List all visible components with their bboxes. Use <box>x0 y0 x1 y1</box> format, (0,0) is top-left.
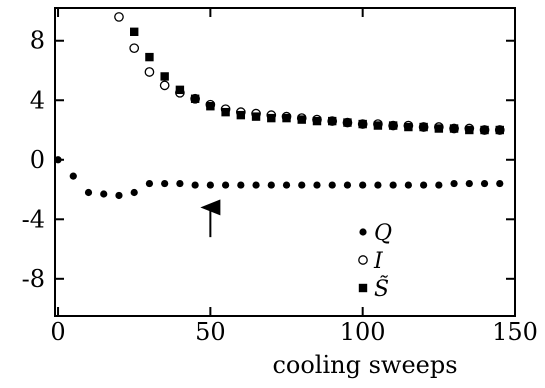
series-layer <box>54 12 505 200</box>
data-point <box>282 113 291 123</box>
data-point <box>221 107 230 117</box>
data-point <box>404 122 413 132</box>
data-point <box>480 125 489 135</box>
data-point <box>130 188 138 197</box>
data-point <box>312 116 322 126</box>
x-tick-label: 100 <box>340 318 386 346</box>
legend-label: S̃ <box>374 276 389 302</box>
data-point <box>480 179 489 188</box>
data-point <box>84 188 93 197</box>
data-point <box>496 179 504 188</box>
data-point <box>115 191 123 200</box>
data-point <box>267 113 276 123</box>
data-point <box>206 102 215 111</box>
data-point <box>343 118 352 127</box>
data-point <box>373 121 383 130</box>
data-point <box>267 181 275 189</box>
data-point <box>465 179 473 188</box>
data-point <box>175 85 185 95</box>
data-point <box>221 181 230 189</box>
data-point <box>419 122 428 132</box>
series-s-tilde <box>130 27 504 135</box>
legend-label: I <box>373 249 384 274</box>
data-point <box>404 181 412 189</box>
data-point <box>69 172 77 180</box>
legend-marker <box>358 255 368 265</box>
data-point <box>374 181 382 189</box>
data-point <box>161 179 169 188</box>
y-tick-label: 8 <box>30 27 45 55</box>
data-point <box>465 125 474 135</box>
data-point <box>251 112 261 121</box>
legend-label: Q <box>374 221 392 246</box>
data-point <box>206 181 214 189</box>
data-point <box>328 181 336 189</box>
data-point <box>144 67 155 77</box>
x-tick-label: 50 <box>195 318 226 346</box>
x-tick-label: 150 <box>492 318 538 346</box>
legend-marker <box>359 228 367 236</box>
labels-layer: 0 50 100 150 8 4 0 -4 -8 <box>22 27 538 346</box>
data-point <box>100 190 108 198</box>
data-point <box>343 181 352 189</box>
data-point <box>298 181 306 189</box>
x-tick-label: 0 <box>50 318 65 346</box>
data-point <box>145 179 154 188</box>
data-point <box>435 181 443 189</box>
data-point <box>236 110 246 120</box>
data-point <box>450 179 458 188</box>
legend-marker <box>358 283 368 293</box>
y-tick-label: -8 <box>22 265 45 293</box>
data-point <box>145 52 154 62</box>
data-point <box>130 27 139 37</box>
data-point <box>252 181 260 189</box>
y-tick-label: 4 <box>30 86 45 114</box>
data-point <box>313 181 321 189</box>
y-tick-label: -4 <box>22 205 45 233</box>
data-point <box>297 115 306 124</box>
series-q <box>54 156 504 200</box>
data-point <box>114 12 124 22</box>
x-axis-label: cooling sweeps <box>272 351 457 379</box>
data-point <box>389 181 397 189</box>
plot-frame <box>54 7 516 317</box>
data-point <box>358 119 367 129</box>
legend: QIS̃ <box>358 221 392 302</box>
data-point <box>328 116 337 126</box>
data-point <box>191 181 199 189</box>
data-point <box>449 124 459 133</box>
data-point <box>434 124 444 133</box>
data-point <box>495 125 504 135</box>
data-point <box>237 181 245 189</box>
ticks-layer <box>55 8 516 316</box>
y-tick-label: 0 <box>30 146 45 174</box>
data-point <box>420 181 428 189</box>
data-point <box>359 181 367 189</box>
series-i <box>114 12 505 135</box>
data-point <box>159 80 170 91</box>
data-point <box>388 121 398 130</box>
data-point <box>129 43 140 54</box>
data-point <box>190 94 200 103</box>
data-point <box>282 181 291 189</box>
data-point <box>176 179 184 188</box>
data-point <box>160 72 169 81</box>
